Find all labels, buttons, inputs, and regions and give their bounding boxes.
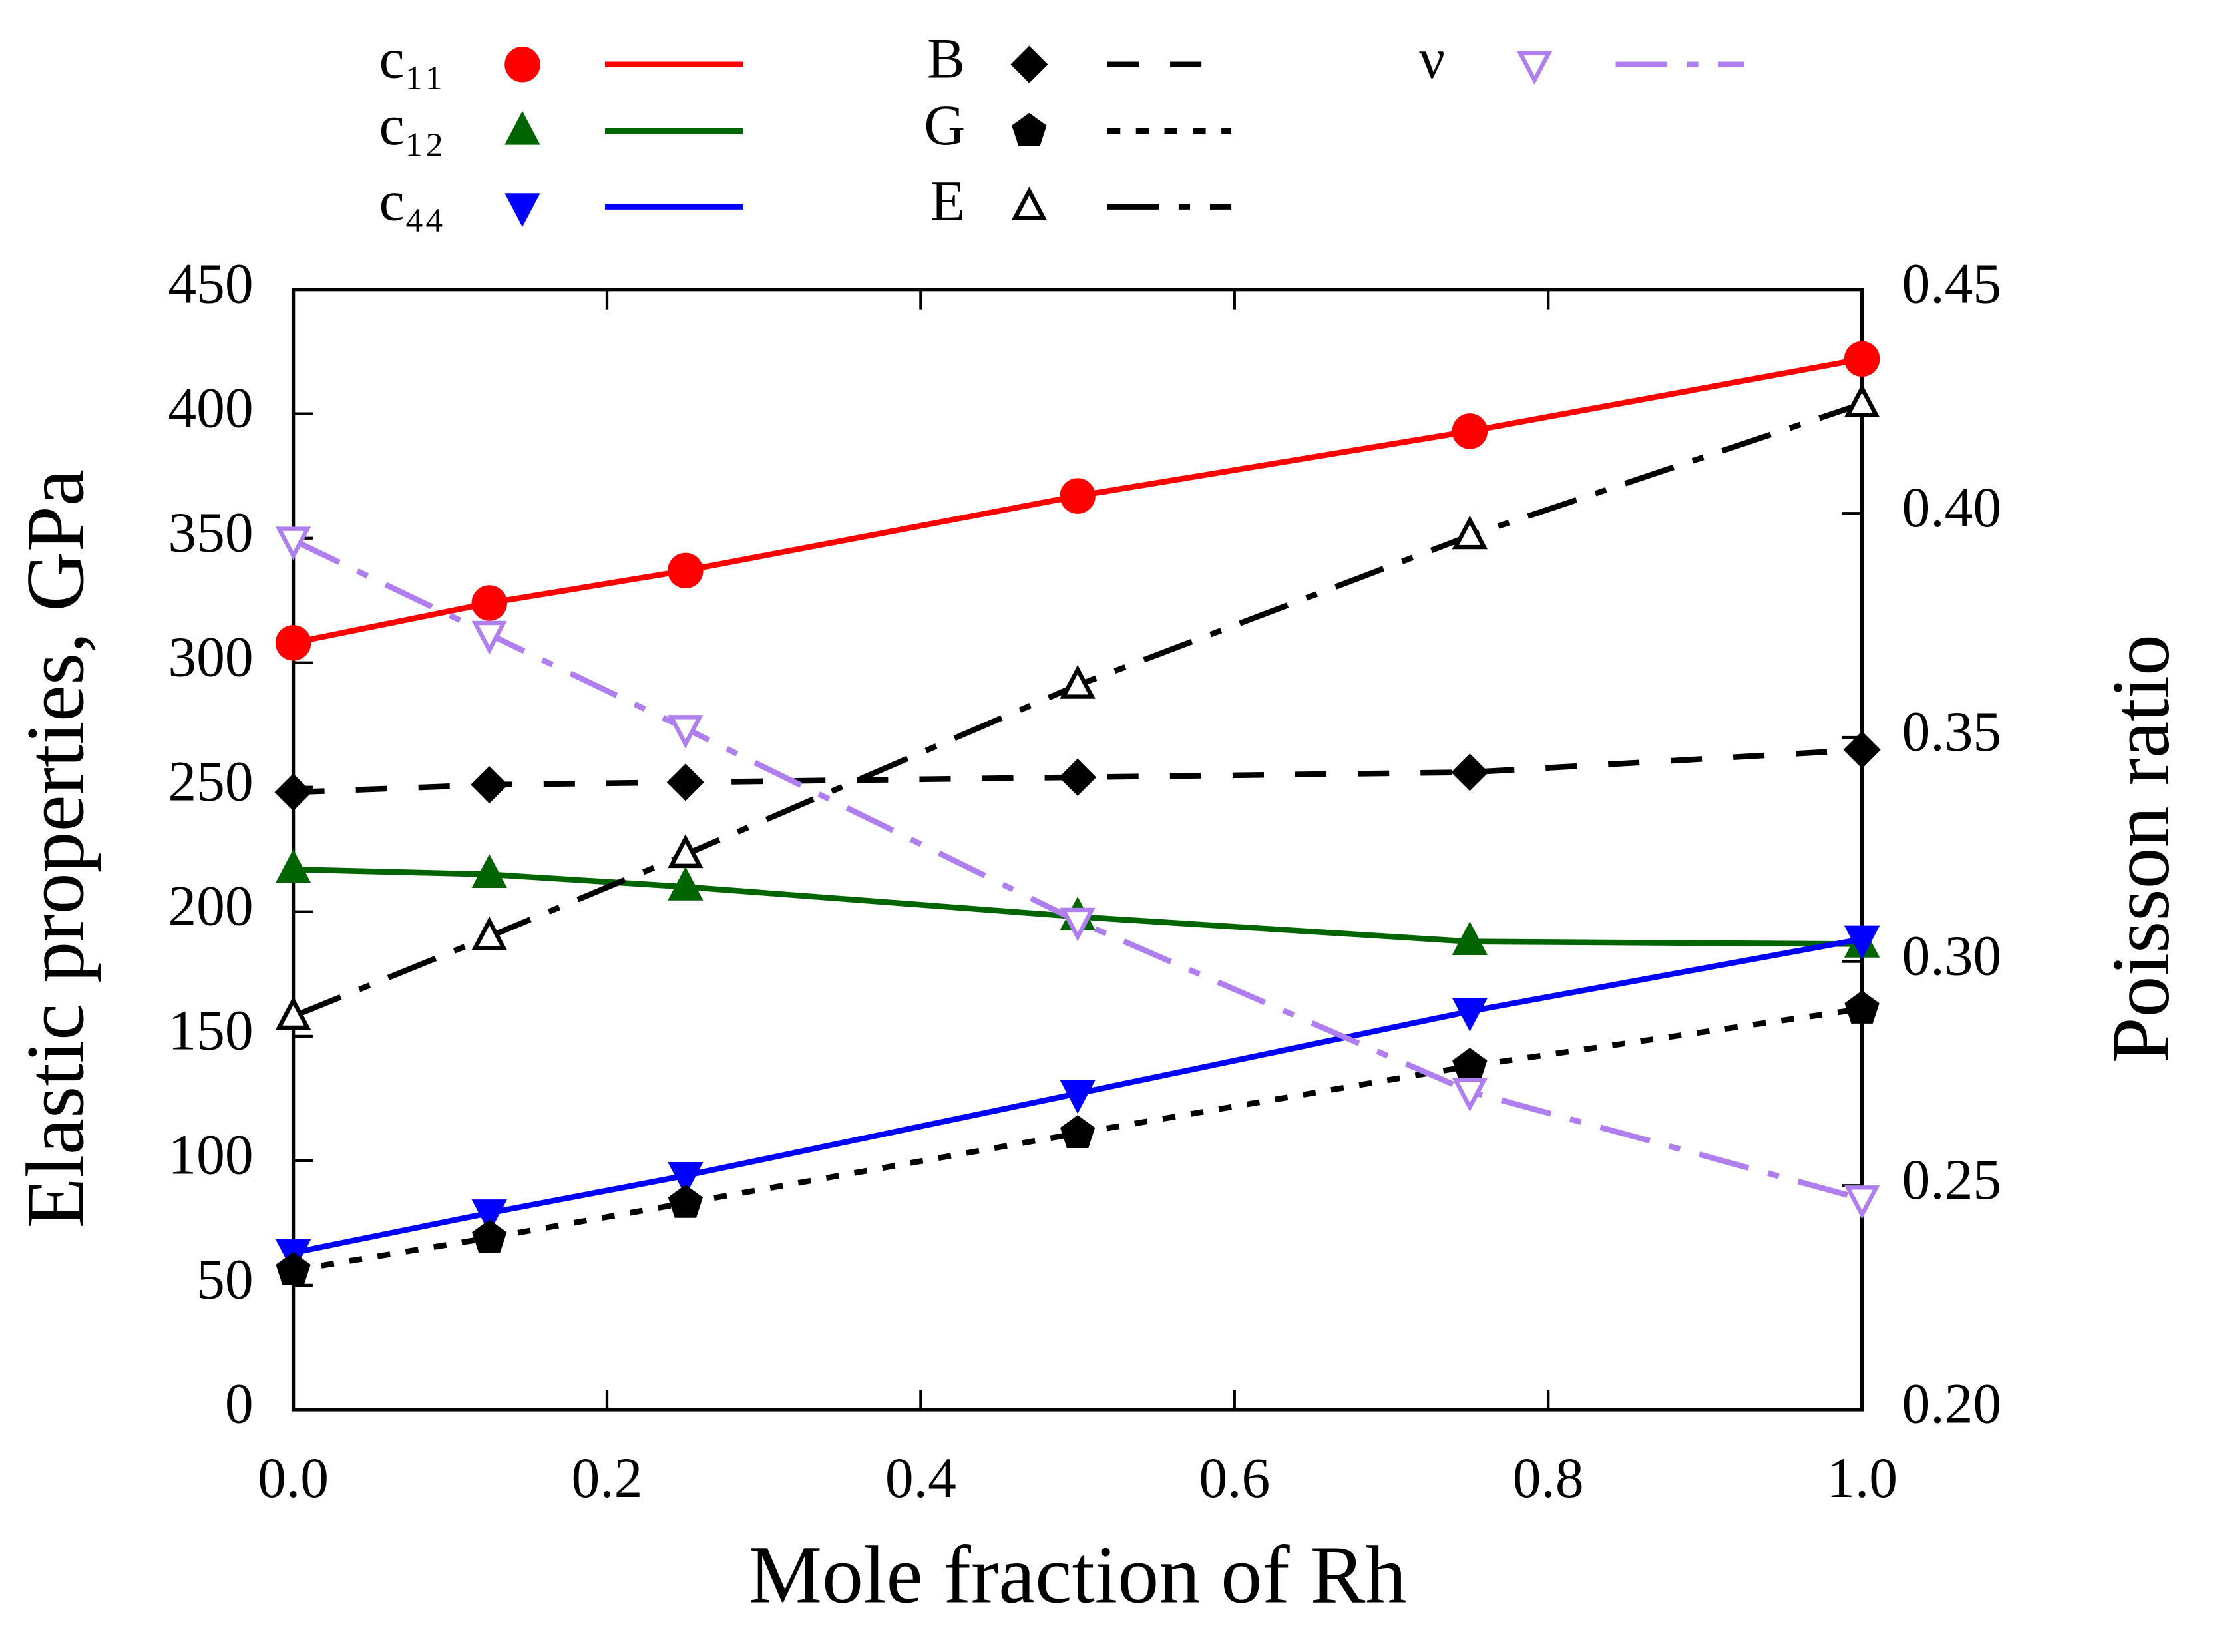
y2-tick-label: 0.35 <box>1902 700 2001 763</box>
marker <box>276 1251 311 1285</box>
marker <box>1452 998 1488 1032</box>
series-line <box>292 1006 1863 1273</box>
marker <box>1060 664 1096 699</box>
marker <box>668 1184 703 1218</box>
y-axis-label: Elastic properties, GPa <box>9 469 101 1228</box>
legend-marker <box>504 110 540 145</box>
marker <box>471 916 507 950</box>
marker <box>1844 925 1880 960</box>
legend-label: c₁₂ <box>379 94 445 157</box>
legend-label: c₄₄ <box>379 169 445 232</box>
marker <box>1844 990 1880 1024</box>
marker <box>275 526 311 561</box>
legend-marker <box>1011 186 1048 220</box>
series-line <box>292 356 1863 646</box>
marker <box>471 1199 507 1233</box>
y2-tick-label: 0.40 <box>1902 476 2001 539</box>
legend-label: B <box>927 27 965 90</box>
legend-label: E <box>930 169 965 232</box>
y-tick-label: 150 <box>168 998 253 1062</box>
marker <box>1843 731 1881 769</box>
marker <box>471 765 508 804</box>
marker <box>1060 1080 1096 1114</box>
marker <box>1452 413 1488 449</box>
y-tick-label: 450 <box>168 252 253 315</box>
series-line <box>292 537 1863 1202</box>
y-tick-label: 0 <box>225 1372 254 1436</box>
marker <box>1452 1078 1488 1112</box>
marker <box>275 849 311 883</box>
marker <box>1452 921 1488 956</box>
legend-marker <box>504 46 540 83</box>
x-axis-label: Mole fraction of Rh <box>749 1528 1407 1620</box>
marker <box>471 620 507 655</box>
x-tick-label: 1.0 <box>1826 1446 1898 1510</box>
y2-tick-label: 0.45 <box>1902 252 2001 315</box>
legend-label: c₁₁ <box>379 27 445 90</box>
marker <box>1844 1185 1880 1219</box>
y2-tick-label: 0.30 <box>1902 924 2001 987</box>
y-tick-label: 300 <box>168 625 253 688</box>
marker <box>274 773 312 811</box>
marker <box>668 866 704 901</box>
marker <box>275 625 311 661</box>
marker <box>472 1219 507 1253</box>
y2-tick-label: 0.20 <box>1902 1372 2001 1436</box>
plot-frame <box>291 287 1864 1412</box>
marker <box>1060 1115 1096 1148</box>
x-tick-label: 0.6 <box>1199 1446 1270 1510</box>
marker <box>471 854 507 889</box>
y2-tick-label: 0.25 <box>1902 1148 2001 1211</box>
y-tick-label: 100 <box>168 1124 253 1187</box>
x-tick-label: 0.0 <box>258 1446 329 1510</box>
marker <box>1452 515 1488 550</box>
legend-label: G <box>924 94 965 157</box>
marker <box>668 552 704 589</box>
marker <box>275 996 311 1030</box>
marker <box>668 1161 704 1196</box>
y-tick-label: 200 <box>168 874 253 937</box>
series-line <box>292 401 1863 1019</box>
legend-marker <box>504 193 540 228</box>
series-line <box>292 936 1863 1256</box>
y-tick-label: 350 <box>168 501 253 564</box>
series-line <box>293 747 1862 795</box>
marker <box>1844 383 1880 418</box>
marker <box>666 763 704 801</box>
y-tick-label: 50 <box>196 1248 254 1311</box>
marker <box>1844 341 1880 377</box>
legend-marker <box>1012 112 1047 146</box>
series-line <box>293 866 1862 947</box>
marker <box>668 715 704 749</box>
legend-marker <box>1010 45 1048 83</box>
y2-axis-label: Poisson ratio <box>2095 634 2186 1063</box>
legend-label: ν <box>1419 27 1445 90</box>
y-tick-label: 250 <box>168 749 253 813</box>
marker <box>1451 753 1489 791</box>
x-tick-label: 0.2 <box>572 1446 643 1510</box>
marker <box>1060 478 1096 514</box>
y-tick-label: 400 <box>168 376 253 439</box>
marker <box>668 834 704 869</box>
marker <box>1452 1048 1488 1081</box>
legend-marker <box>1516 51 1553 85</box>
x-tick-label: 0.8 <box>1513 1446 1584 1510</box>
marker <box>1059 758 1097 796</box>
x-tick-label: 0.4 <box>885 1446 956 1510</box>
marker <box>471 585 507 621</box>
marker <box>1060 907 1096 942</box>
